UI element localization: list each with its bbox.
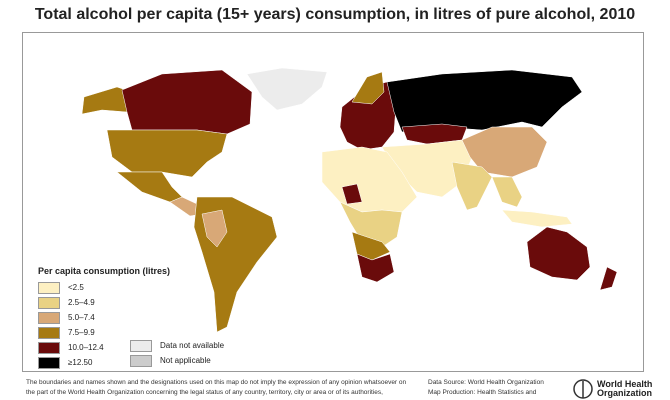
legend-item: 7.5–9.9 <box>38 325 170 340</box>
mexico <box>116 171 183 203</box>
who-logo: World Health Organization <box>572 378 652 400</box>
org-name: World Health <box>597 379 653 389</box>
se-asia <box>491 176 523 208</box>
who-emblem-icon <box>573 379 593 399</box>
legend-swatch <box>38 326 60 339</box>
nigeria <box>341 183 363 205</box>
legend-swatch <box>130 339 152 352</box>
australia <box>526 226 591 281</box>
legend-extra: Data not available Not applicable <box>130 338 224 368</box>
legend-item: 10.0–12.4 <box>38 340 170 355</box>
world-map <box>81 67 618 333</box>
legend-item: Data not available <box>130 338 224 353</box>
legend-label: 7.5–9.9 <box>68 328 95 337</box>
africa-central <box>339 201 403 248</box>
legend: Per capita consumption (litres) <2.5 2.5… <box>38 266 170 370</box>
legend-title: Per capita consumption (litres) <box>38 266 171 276</box>
india <box>451 161 493 211</box>
south-america-tan <box>201 209 228 248</box>
canada <box>121 69 253 135</box>
legend-swatch <box>38 311 60 324</box>
legend-swatch <box>38 296 60 309</box>
new-zealand <box>599 266 618 291</box>
data-source: Data Source: World Health Organization M… <box>428 378 544 398</box>
usa <box>106 129 228 178</box>
legend-label: Not applicable <box>160 356 211 365</box>
greenland <box>246 67 328 111</box>
source-line: Data Source: World Health Organization <box>428 379 544 386</box>
map-frame <box>22 32 644 372</box>
legend-item: <2.5 <box>38 280 170 295</box>
legend-swatch <box>130 354 152 367</box>
legend-swatch <box>38 356 60 369</box>
map-title: Total alcohol per capita (15+ years) con… <box>34 6 636 23</box>
source-line: Map Production: Health Statistics and <box>428 389 537 396</box>
legend-label: <2.5 <box>68 283 84 292</box>
china <box>461 126 548 178</box>
scandinavia <box>351 71 385 105</box>
legend-item: 5.0–7.4 <box>38 310 170 325</box>
legend-label: 2.5–4.9 <box>68 298 95 307</box>
russia <box>386 69 583 133</box>
legend-label: 10.0–12.4 <box>68 343 104 352</box>
legend-item: Not applicable <box>130 353 224 368</box>
southern-africa <box>351 231 391 261</box>
org-name: Organization <box>597 388 653 398</box>
legend-label: Data not available <box>160 341 225 350</box>
legend-swatch <box>38 281 60 294</box>
legend-label: 5.0–7.4 <box>68 313 95 322</box>
legend-label: ≥12.50 <box>68 358 93 367</box>
legend-swatch <box>38 341 60 354</box>
legend-item: ≥12.50 <box>38 355 170 370</box>
legend-item: 2.5–4.9 <box>38 295 170 310</box>
disclaimer: The boundaries and names shown and the d… <box>26 379 407 396</box>
south-africa <box>356 253 395 283</box>
indonesia <box>501 209 573 228</box>
